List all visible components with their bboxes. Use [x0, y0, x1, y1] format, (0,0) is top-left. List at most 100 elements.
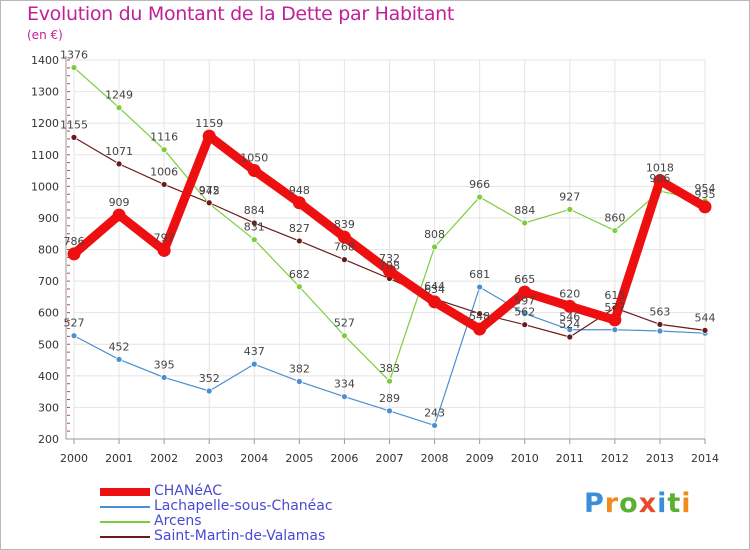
data-label-chan-ac: 665 [514, 273, 535, 286]
y-tick-label: 200 [38, 433, 59, 446]
data-label-chan-ac: 935 [695, 188, 716, 201]
x-tick-label: 2010 [511, 452, 539, 465]
data-point-chan-ac [247, 164, 261, 178]
data-label-arcens: 860 [604, 212, 625, 225]
data-label-lachapelle-sous-chan-ac: 334 [334, 378, 355, 391]
data-label-chan-ac: 786 [64, 235, 85, 248]
data-point-saint-martin-de-valamas [250, 219, 258, 227]
data-label-saint-martin-de-valamas: 615 [604, 289, 625, 302]
legend-item-lachapelle: Lachapelle-sous-Chanéac [100, 499, 333, 514]
data-point-saint-martin-de-valamas [566, 333, 574, 341]
data-label-lachapelle-sous-chan-ac: 243 [424, 406, 445, 419]
data-label-saint-martin-de-valamas: 972 [199, 184, 220, 197]
data-point-chan-ac [157, 243, 171, 257]
data-label-lachapelle-sous-chan-ac: 546 [559, 311, 580, 324]
y-tick-label: 1100 [31, 149, 59, 162]
data-label-chan-ac: 1018 [646, 162, 674, 175]
data-point-lachapelle-sous-chan-ac [115, 356, 123, 363]
data-point-lachapelle-sous-chan-ac [250, 360, 258, 368]
data-point-arcens [115, 104, 123, 112]
data-label-lachapelle-sous-chan-ac: 527 [64, 317, 85, 330]
data-point-chan-ac [112, 208, 126, 222]
data-point-chan-ac [518, 285, 532, 299]
x-tick-label: 2013 [646, 452, 674, 465]
legend-item-chaneac: CHANéAC [100, 484, 333, 499]
data-point-chan-ac [383, 264, 396, 278]
x-tick-label: 2009 [466, 452, 494, 465]
x-tick-label: 2008 [421, 452, 449, 465]
legend-item-saint-martin: Saint-Martin-de-Valamas [100, 529, 333, 544]
x-tick-label: 2011 [556, 452, 584, 465]
data-point-lachapelle-sous-chan-ac [566, 326, 574, 334]
legend-label-arcens: Arcens [154, 513, 202, 529]
data-label-saint-martin-de-valamas: 1071 [105, 145, 133, 158]
legend-swatch-saint-martin [100, 535, 150, 538]
data-point-lachapelle-sous-chan-ac [521, 310, 529, 318]
legend: CHANéAC Lachapelle-sous-Chanéac Arcens S… [100, 484, 333, 544]
data-label-saint-martin-de-valamas: 884 [244, 204, 265, 217]
x-tick-label: 2002 [150, 452, 178, 465]
data-point-saint-martin-de-valamas [341, 256, 348, 264]
y-tick-label: 600 [38, 307, 59, 320]
x-tick-label: 2007 [376, 452, 404, 465]
y-tick-label: 300 [38, 401, 59, 414]
data-label-chan-ac: 732 [379, 252, 400, 265]
legend-label-chaneac: CHANéAC [154, 483, 223, 499]
legend-swatch-chaneac [100, 487, 150, 496]
x-tick-label: 2001 [105, 452, 133, 465]
data-label-saint-martin-de-valamas: 768 [334, 241, 355, 254]
data-label-saint-martin-de-valamas: 544 [695, 311, 716, 324]
y-tick-label: 900 [38, 212, 59, 225]
data-label-arcens: 682 [289, 268, 310, 281]
proxiti-logo: Proxiti [584, 488, 692, 519]
y-tick-label: 500 [38, 338, 59, 351]
y-tick-label: 1000 [31, 180, 59, 193]
data-point-chan-ac [428, 295, 442, 309]
data-point-lachapelle-sous-chan-ac [476, 283, 484, 291]
legend-item-arcens: Arcens [100, 514, 333, 529]
data-label-lachapelle-sous-chan-ac: 395 [154, 358, 175, 371]
data-point-lachapelle-sous-chan-ac [431, 422, 438, 429]
data-label-chan-ac: 909 [109, 196, 130, 209]
data-label-arcens: 1116 [150, 131, 178, 144]
y-tick-label: 800 [38, 244, 59, 257]
series-lines [67, 64, 712, 429]
data-point-saint-martin-de-valamas [295, 237, 303, 245]
data-point-arcens [160, 146, 168, 154]
data-label-chan-ac: 577 [604, 301, 625, 314]
data-label-saint-martin-de-valamas: 1006 [150, 165, 178, 178]
data-label-arcens: 527 [334, 317, 355, 330]
data-point-arcens [386, 377, 393, 385]
data-label-arcens: 945 [199, 185, 220, 198]
y-tick-label: 700 [38, 275, 59, 288]
data-label-arcens: 831 [244, 221, 265, 234]
data-label-saint-martin-de-valamas: 562 [514, 306, 535, 319]
data-label-lachapelle-sous-chan-ac: 452 [109, 340, 130, 353]
data-label-chan-ac: 1159 [195, 117, 223, 130]
data-point-saint-martin-de-valamas [205, 199, 213, 207]
data-label-arcens: 884 [514, 204, 535, 217]
data-point-arcens [431, 243, 438, 251]
data-point-lachapelle-sous-chan-ac [70, 332, 78, 340]
legend-swatch-arcens [100, 520, 150, 523]
data-point-chan-ac [337, 230, 351, 244]
y-tick-label: 400 [38, 370, 59, 383]
data-point-saint-martin-de-valamas [160, 181, 168, 188]
data-label-chan-ac: 839 [334, 218, 355, 231]
data-point-arcens [476, 193, 484, 201]
data-label-arcens: 1376 [60, 49, 88, 62]
data-point-chan-ac [67, 247, 81, 261]
data-point-arcens [295, 283, 303, 291]
x-tick-label: 2005 [285, 452, 313, 465]
data-point-lachapelle-sous-chan-ac [205, 387, 213, 395]
data-point-arcens [341, 332, 348, 340]
data-label-chan-ac: 620 [559, 287, 580, 300]
data-point-saint-martin-de-valamas [70, 133, 78, 141]
data-point-chan-ac [608, 313, 622, 327]
data-point-saint-martin-de-valamas [115, 160, 123, 168]
y-tick-label: 1400 [31, 54, 59, 67]
data-point-chan-ac [473, 322, 487, 336]
data-label-chan-ac: 1050 [240, 152, 268, 165]
data-point-chan-ac [563, 299, 577, 313]
